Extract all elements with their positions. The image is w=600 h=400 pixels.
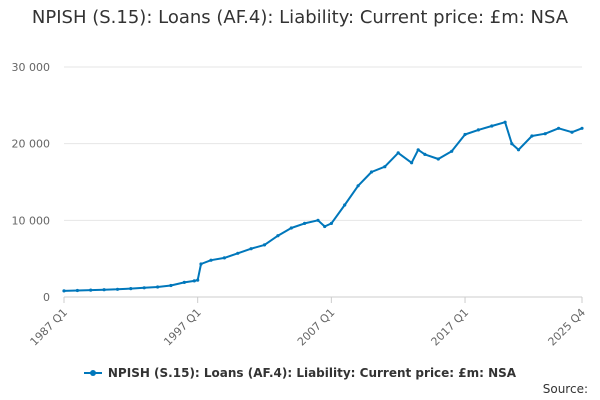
data-point[interactable] <box>530 134 534 138</box>
data-point[interactable] <box>323 224 327 229</box>
data-point[interactable] <box>276 234 280 238</box>
legend-swatch-icon <box>83 368 102 378</box>
data-point[interactable] <box>262 243 267 247</box>
data-point[interactable] <box>369 170 374 174</box>
data-point[interactable] <box>182 280 186 284</box>
data-point[interactable] <box>510 142 514 146</box>
y-tick-label: 20 000 <box>12 138 51 151</box>
source-label: Source: <box>542 382 588 396</box>
x-tick-label: 1987 Q1 <box>28 306 71 349</box>
data-point[interactable] <box>416 148 420 152</box>
data-point[interactable] <box>102 288 106 292</box>
data-point[interactable] <box>503 120 507 124</box>
data-point[interactable] <box>199 262 203 266</box>
series-layer <box>62 120 584 293</box>
data-point[interactable] <box>222 256 226 260</box>
data-point[interactable] <box>476 128 480 132</box>
legend-label: NPISH (S.15): Loans (AF.4): Liability: C… <box>107 366 517 380</box>
data-point[interactable] <box>580 126 584 130</box>
data-point[interactable] <box>115 287 120 291</box>
data-point[interactable] <box>169 283 173 288</box>
data-point[interactable] <box>396 151 400 155</box>
data-point[interactable] <box>236 251 240 255</box>
data-point[interactable] <box>196 278 200 282</box>
data-point[interactable] <box>129 287 133 291</box>
x-tick-label: 2025 Q4 <box>546 306 589 349</box>
data-point[interactable] <box>570 130 574 134</box>
data-point[interactable] <box>343 203 347 207</box>
data-point[interactable] <box>209 258 213 262</box>
grid-layer <box>64 66 582 298</box>
series-line[interactable] <box>63 121 583 292</box>
data-point[interactable] <box>356 184 360 188</box>
x-tick-label: 1997 Q1 <box>161 306 204 349</box>
data-point[interactable] <box>557 126 561 130</box>
data-point[interactable] <box>410 161 414 165</box>
data-point[interactable] <box>329 221 333 225</box>
data-point[interactable] <box>89 288 93 292</box>
y-tick-label: 10 000 <box>12 214 51 227</box>
x-tick-label: 2007 Q1 <box>295 306 338 349</box>
x-tick-label: 2017 Q1 <box>429 306 472 349</box>
data-point[interactable] <box>192 279 196 283</box>
data-point[interactable] <box>383 165 387 169</box>
data-point[interactable] <box>516 148 521 152</box>
y-tick-label: 30 000 <box>12 61 51 74</box>
y-tick-labels: 0 10 000 20 000 30 000 <box>12 61 51 304</box>
y-tick-label: 0 <box>43 291 50 304</box>
data-point[interactable] <box>450 149 454 153</box>
data-point[interactable] <box>463 132 467 137</box>
data-point[interactable] <box>543 132 547 136</box>
data-point[interactable] <box>316 218 320 222</box>
data-point[interactable] <box>423 152 427 156</box>
data-point[interactable] <box>490 124 494 128</box>
data-point[interactable] <box>249 247 253 251</box>
data-point[interactable] <box>62 289 66 293</box>
data-point[interactable] <box>142 286 146 290</box>
data-point[interactable] <box>289 226 293 230</box>
data-point[interactable] <box>303 221 307 225</box>
data-point[interactable] <box>156 285 160 289</box>
data-point[interactable] <box>436 157 440 161</box>
chart-title: NPISH (S.15): Loans (AF.4): Liability: C… <box>31 7 569 28</box>
legend[interactable]: NPISH (S.15): Loans (AF.4): Liability: C… <box>0 366 600 380</box>
x-tick-labels: 1987 Q1 1997 Q1 2007 Q1 2017 Q1 2025 Q4 <box>28 297 589 349</box>
data-point[interactable] <box>75 288 79 293</box>
